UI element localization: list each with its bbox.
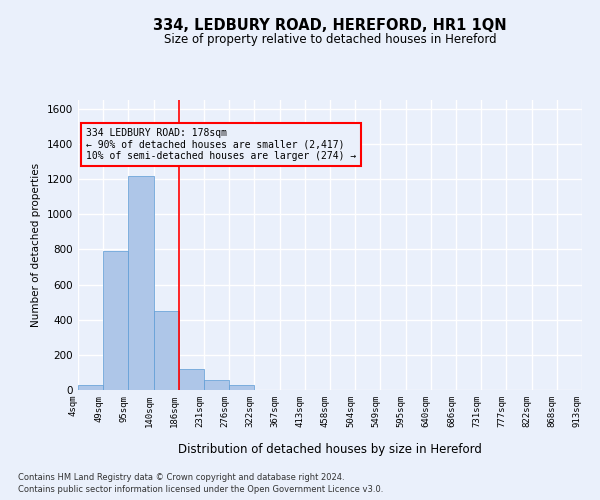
Bar — [78, 384, 103, 390]
Y-axis label: Number of detached properties: Number of detached properties — [31, 163, 41, 327]
Bar — [204, 380, 229, 390]
Bar — [179, 369, 204, 390]
Text: 334, LEDBURY ROAD, HEREFORD, HR1 1QN: 334, LEDBURY ROAD, HEREFORD, HR1 1QN — [153, 18, 507, 32]
Text: Size of property relative to detached houses in Hereford: Size of property relative to detached ho… — [164, 32, 496, 46]
Bar — [154, 311, 179, 390]
Text: Contains public sector information licensed under the Open Government Licence v3: Contains public sector information licen… — [18, 486, 383, 494]
Bar — [229, 384, 254, 390]
Text: Distribution of detached houses by size in Hereford: Distribution of detached houses by size … — [178, 444, 482, 456]
Bar — [128, 176, 154, 390]
Text: Contains HM Land Registry data © Crown copyright and database right 2024.: Contains HM Land Registry data © Crown c… — [18, 473, 344, 482]
Bar — [103, 251, 128, 390]
Text: 334 LEDBURY ROAD: 178sqm
← 90% of detached houses are smaller (2,417)
10% of sem: 334 LEDBURY ROAD: 178sqm ← 90% of detach… — [86, 128, 356, 162]
